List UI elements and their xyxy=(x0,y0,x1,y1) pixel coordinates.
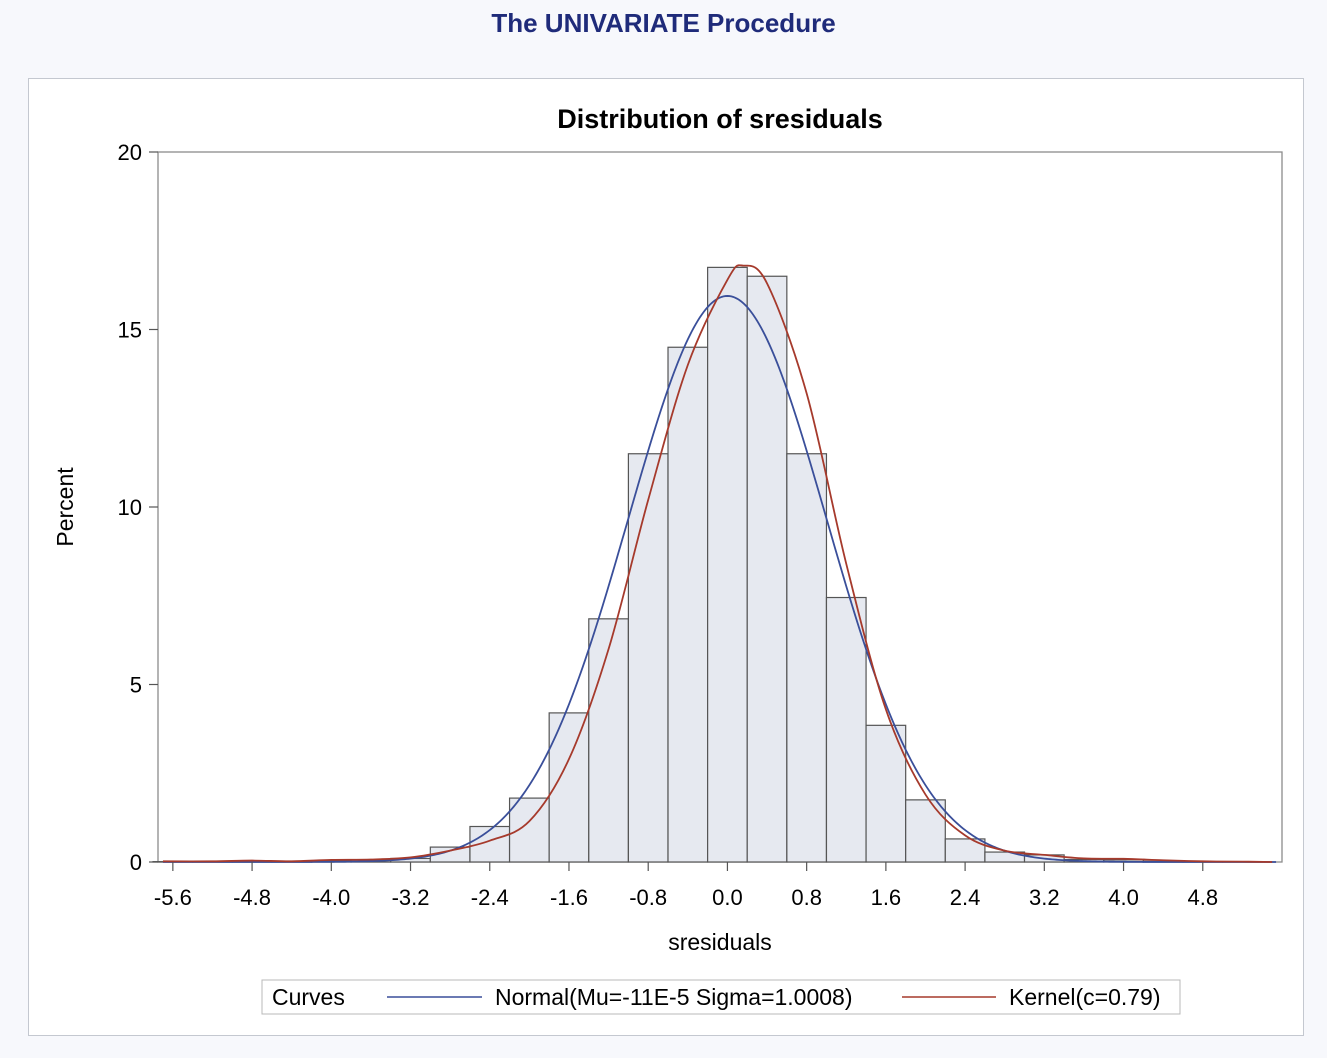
histogram-bars xyxy=(152,266,1263,863)
x-tick-label: 2.4 xyxy=(950,885,981,910)
histogram-bar xyxy=(627,453,669,863)
x-tick-label: -3.2 xyxy=(392,885,430,910)
y-axis: 0 5 10 15 20 xyxy=(118,140,158,875)
page-title: The UNIVARIATE Procedure xyxy=(491,8,836,38)
legend-title: Curves xyxy=(272,984,345,1010)
y-tick-label: 20 xyxy=(118,140,142,165)
y-tick-label: 15 xyxy=(118,318,142,343)
histogram-bar xyxy=(508,797,550,863)
x-tick-label: 4.8 xyxy=(1187,885,1218,910)
legend: Curves Normal(Mu=-11E-5 Sigma=1.0008) Ke… xyxy=(261,979,1181,1015)
y-tick-label: 0 xyxy=(130,850,142,875)
y-tick-label: 10 xyxy=(118,495,142,520)
x-tick-label: 1.6 xyxy=(871,885,902,910)
histogram-bar xyxy=(548,712,590,863)
x-tick-label: 4.0 xyxy=(1108,885,1139,910)
y-tick-label: 5 xyxy=(130,673,142,698)
x-tick-label: -4.0 xyxy=(312,885,350,910)
x-axis-label: sresiduals xyxy=(668,929,772,955)
kernel-curve xyxy=(162,264,1273,863)
histogram-bar xyxy=(588,618,629,863)
x-tick-label: 0.0 xyxy=(712,885,743,910)
normal-curve xyxy=(162,295,1277,863)
histogram-bar xyxy=(746,275,788,863)
histogram-bar xyxy=(865,724,907,863)
x-tick-label: 0.8 xyxy=(791,885,822,910)
histogram-bar xyxy=(905,799,946,863)
x-tick-label: -5.6 xyxy=(154,885,192,910)
x-tick-label: 3.2 xyxy=(1029,885,1060,910)
x-tick-label: -2.4 xyxy=(471,885,509,910)
histogram-bar xyxy=(825,596,867,863)
density-curves xyxy=(162,264,1277,863)
x-tick-label: -4.8 xyxy=(233,885,271,910)
histogram-bar xyxy=(707,266,748,863)
histogram-bar xyxy=(667,346,709,863)
legend-label-normal: Normal(Mu=-11E-5 Sigma=1.0008) xyxy=(495,984,853,1010)
x-axis: -5.6 -4.8 -4.0 -3.2 -2.4 -1.6 -0.8 0.0 0.8 1.6 2.4… xyxy=(154,862,1218,910)
histogram-bar xyxy=(786,453,828,863)
x-tick-label: -0.8 xyxy=(629,885,667,910)
x-tick-label: -1.6 xyxy=(550,885,588,910)
chart-title: Distribution of sresiduals xyxy=(557,104,883,134)
legend-label-kernel: Kernel(c=0.79) xyxy=(1009,984,1161,1010)
y-axis-label: Percent xyxy=(52,467,78,547)
